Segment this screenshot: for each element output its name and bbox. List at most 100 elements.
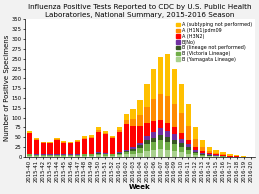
Bar (193, 139, 198, 147)
Bar (207, 147, 212, 151)
Bar (193, 150, 198, 152)
Bar (124, 151, 129, 152)
Bar (124, 114, 129, 120)
Bar (151, 138, 156, 142)
Bar (103, 134, 108, 153)
Bar (151, 68, 156, 99)
Bar (213, 152, 219, 154)
Bar (89, 154, 94, 156)
Bar (61, 156, 67, 157)
Bar (27, 156, 32, 157)
Bar (165, 54, 170, 96)
Bar (27, 154, 32, 156)
Bar (172, 134, 177, 140)
Bar (124, 154, 129, 157)
Title: Influenza Positive Tests Reported to CDC by U.S. Public Health
Laboratories, Nat: Influenza Positive Tests Reported to CDC… (28, 4, 252, 18)
Legend: A (subtyping not performed), A (H1N1)pdm09, A (H3N2), B(No), B (lineage not perf: A (subtyping not performed), A (H1N1)pdm… (176, 22, 253, 62)
Bar (172, 140, 177, 144)
Bar (213, 155, 219, 156)
Bar (131, 151, 136, 154)
Bar (34, 155, 39, 156)
Bar (158, 128, 163, 135)
Bar (186, 144, 191, 147)
Bar (27, 131, 32, 133)
Bar (61, 155, 67, 156)
Bar (165, 142, 170, 150)
Bar (117, 153, 122, 154)
Bar (103, 156, 108, 157)
Bar (117, 130, 122, 132)
Bar (151, 99, 156, 121)
Bar (165, 137, 170, 142)
Bar (61, 142, 67, 143)
Bar (193, 155, 198, 157)
Bar (151, 132, 156, 138)
Bar (75, 139, 80, 141)
Bar (41, 142, 46, 143)
Bar (172, 127, 177, 134)
Bar (47, 156, 53, 157)
Bar (96, 132, 101, 152)
Bar (34, 139, 39, 154)
Bar (186, 126, 191, 139)
Bar (75, 155, 80, 156)
Bar (54, 138, 60, 139)
Bar (82, 136, 87, 138)
Bar (172, 144, 177, 151)
Bar (207, 154, 212, 155)
Bar (165, 96, 170, 123)
Bar (144, 123, 149, 136)
Bar (179, 133, 184, 139)
Bar (207, 151, 212, 153)
Bar (151, 150, 156, 157)
Bar (124, 120, 129, 124)
Bar (213, 150, 219, 152)
Bar (68, 154, 73, 155)
Bar (124, 150, 129, 151)
Bar (131, 126, 136, 147)
Bar (68, 143, 73, 144)
Bar (75, 156, 80, 157)
Bar (47, 154, 53, 155)
Bar (186, 104, 191, 126)
Bar (54, 154, 60, 155)
Bar (117, 154, 122, 155)
Bar (41, 143, 46, 154)
Bar (89, 156, 94, 157)
Bar (54, 139, 60, 154)
Bar (47, 155, 53, 156)
Bar (158, 94, 163, 120)
Bar (34, 154, 39, 155)
Bar (234, 155, 239, 156)
Bar (110, 137, 115, 138)
Bar (75, 154, 80, 155)
Bar (68, 155, 73, 156)
Bar (200, 151, 205, 153)
Bar (207, 155, 212, 156)
Bar (110, 156, 115, 157)
Bar (179, 152, 184, 157)
Bar (158, 149, 163, 157)
Bar (200, 153, 205, 154)
Bar (110, 138, 115, 154)
Bar (96, 155, 101, 157)
Bar (68, 142, 73, 143)
Bar (144, 136, 149, 140)
Bar (179, 144, 184, 147)
Bar (186, 150, 191, 154)
Bar (193, 127, 198, 139)
Bar (131, 109, 136, 119)
Bar (158, 135, 163, 140)
Bar (96, 152, 101, 153)
Bar (186, 139, 191, 144)
Bar (82, 139, 87, 154)
Bar (193, 152, 198, 153)
Bar (186, 154, 191, 157)
Bar (34, 156, 39, 157)
Bar (165, 131, 170, 137)
Bar (151, 121, 156, 132)
Bar (89, 137, 94, 138)
Bar (200, 154, 205, 155)
Bar (68, 144, 73, 154)
Bar (124, 124, 129, 150)
